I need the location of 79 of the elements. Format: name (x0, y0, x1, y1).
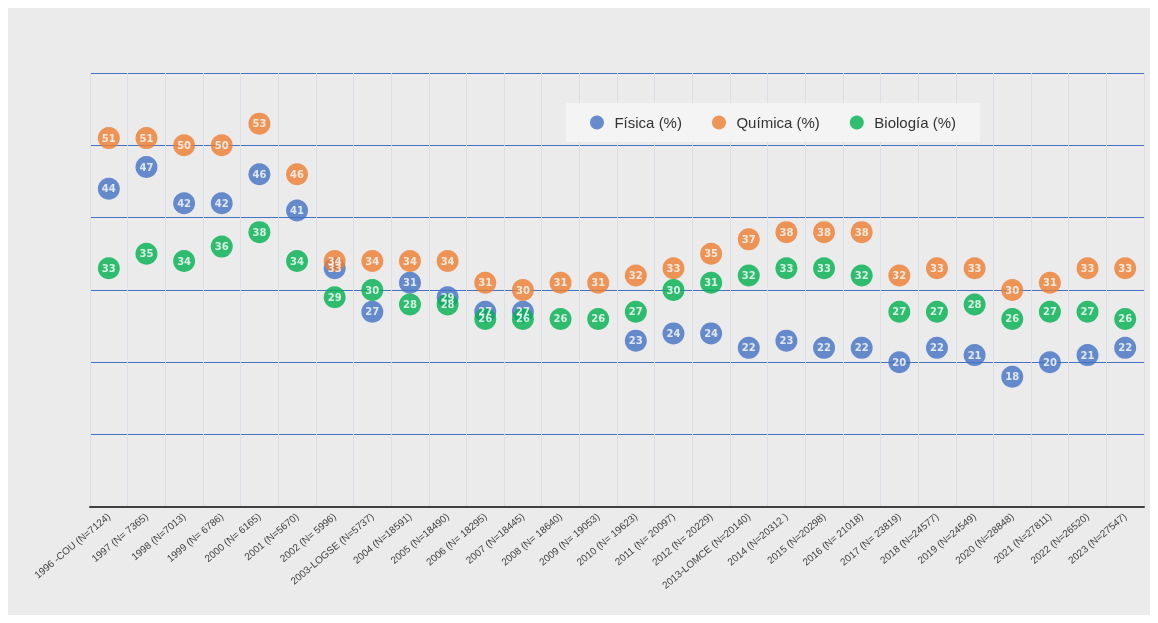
data-label: 32 (892, 270, 907, 282)
data-label: 35 (704, 248, 719, 260)
legend-label: Física (%) (614, 114, 682, 131)
data-label: 50 (214, 139, 229, 151)
data-label: 32 (854, 270, 869, 282)
data-label: 27 (365, 306, 380, 318)
data-label: 51 (139, 132, 154, 144)
data-label: 41 (290, 204, 305, 216)
data-label: 42 (214, 197, 229, 209)
data-label: 34 (365, 255, 380, 267)
data-label: 29 (327, 291, 342, 303)
data-label: 24 (666, 327, 681, 339)
data-label: 33 (930, 262, 944, 274)
data-label: 24 (704, 327, 719, 339)
data-label: 21 (967, 349, 982, 361)
data-label: 38 (779, 226, 794, 238)
data-label: 47 (139, 161, 154, 173)
data-label: 33 (666, 262, 681, 274)
data-label: 31 (591, 277, 606, 289)
data-label: 50 (177, 139, 192, 151)
data-label: 53 (252, 118, 267, 130)
data-label: 38 (252, 226, 267, 238)
data-label: 26 (478, 313, 493, 325)
data-label: 31 (553, 277, 568, 289)
data-label: 27 (1080, 306, 1095, 318)
data-label: 30 (666, 284, 681, 296)
data-label: 33 (1080, 262, 1095, 274)
data-label: 36 (214, 241, 229, 253)
data-label: 31 (704, 277, 719, 289)
data-label: 27 (930, 306, 944, 318)
data-label: 33 (967, 262, 982, 274)
data-label: 22 (1118, 342, 1133, 354)
data-label: 32 (628, 270, 643, 282)
legend-label: Química (%) (736, 114, 820, 131)
data-label: 26 (591, 313, 606, 325)
data-label: 33 (817, 262, 832, 274)
data-label: 26 (1005, 313, 1020, 325)
data-label: 44 (101, 183, 116, 195)
data-label: 30 (365, 284, 380, 296)
data-label: 22 (930, 342, 944, 354)
data-label: 22 (817, 342, 832, 354)
data-label: 21 (1080, 349, 1095, 361)
data-label: 33 (1118, 262, 1133, 274)
data-label: 46 (290, 168, 305, 180)
data-label: 32 (741, 270, 756, 282)
data-label: 18 (1005, 371, 1020, 383)
data-label: 26 (515, 313, 530, 325)
data-label: 28 (403, 298, 417, 310)
data-label: 37 (741, 233, 756, 245)
data-label: 27 (1042, 306, 1057, 318)
data-label: 38 (854, 226, 869, 238)
data-label: 30 (1005, 284, 1020, 296)
data-label: 51 (101, 132, 116, 144)
data-label: 34 (440, 255, 455, 267)
data-label: 27 (628, 306, 643, 318)
data-label: 22 (741, 342, 756, 354)
data-label: 28 (967, 298, 982, 310)
legend-label: Biología (%) (874, 114, 956, 131)
data-label: 33 (779, 262, 794, 274)
data-label: 20 (1042, 356, 1057, 368)
data-label: 27 (892, 306, 907, 318)
data-label: 31 (478, 277, 493, 289)
data-label: 46 (252, 168, 267, 180)
data-label: 34 (403, 255, 417, 267)
data-label: 34 (290, 255, 305, 267)
data-label: 42 (177, 197, 192, 209)
data-label: 23 (779, 335, 794, 347)
data-label: 26 (553, 313, 568, 325)
data-label: 31 (1042, 277, 1057, 289)
data-label: 26 (1118, 313, 1133, 325)
data-label: 23 (628, 335, 643, 347)
data-label: 38 (817, 226, 832, 238)
data-label: 30 (515, 284, 530, 296)
data-label: 35 (139, 248, 154, 260)
data-label: 31 (403, 277, 417, 289)
data-label: 33 (101, 262, 116, 274)
data-label: 22 (854, 342, 869, 354)
data-label: 20 (892, 356, 907, 368)
data-label: 34 (177, 255, 192, 267)
